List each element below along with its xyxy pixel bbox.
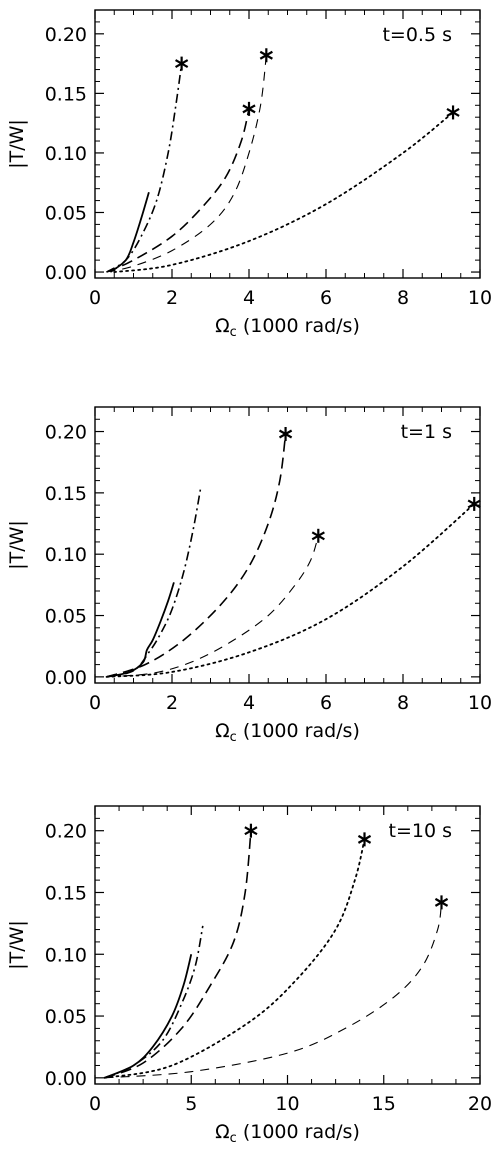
y-tick-label: 0.20: [45, 24, 87, 46]
asterisk-stroke: [446, 107, 460, 117]
x-tick-label: 0: [89, 692, 101, 714]
series-line-dashed-thin: [106, 55, 267, 273]
series-line-dashdot: [104, 925, 204, 1079]
x-tick-label: 0: [89, 1093, 101, 1115]
asterisk-stroke: [259, 50, 273, 60]
x-tick-label: 2: [166, 287, 178, 309]
chart-panel: 0 5 10 15 20 0.00 0.05 0.10 0.15 0.20 Ωc (1000 rad…: [6, 805, 492, 1146]
asterisk-end-marker: [278, 426, 293, 441]
asterisk-end-marker: [259, 48, 273, 63]
x-tick-label: 10: [468, 692, 492, 714]
y-tick-label: 0.15: [45, 83, 87, 105]
y-tick-label: 0.20: [45, 422, 87, 444]
y-tick-label: 0.15: [45, 483, 87, 505]
x-axis-title: Ωc (1000 rad/s): [215, 315, 360, 340]
asterisk-stroke: [278, 429, 293, 439]
y-tick-label: 0.05: [45, 202, 87, 224]
panel-time-label: t=1 s: [401, 421, 452, 443]
x-axis-title: Ωc (1000 rad/s): [215, 1121, 360, 1146]
asterisk-stroke: [311, 531, 325, 541]
asterisk-stroke: [175, 59, 189, 69]
y-axis-title: |T/W|: [6, 520, 28, 570]
x-tick-label: 0: [89, 287, 101, 309]
asterisk-end-marker: [311, 528, 325, 543]
y-tick-label: 0.15: [45, 882, 87, 904]
asterisk-stroke: [434, 897, 449, 907]
series-line-solid: [104, 954, 193, 1079]
asterisk-end-marker: [242, 101, 256, 116]
series-line-dashed: [106, 433, 287, 678]
x-tick-label: 15: [372, 1093, 396, 1115]
x-tick-label: 2: [166, 692, 178, 714]
x-tick-label: 8: [397, 692, 409, 714]
x-tick-label: 8: [397, 287, 409, 309]
asterisk-end-marker: [467, 496, 481, 511]
y-axis-title: |T/W|: [6, 119, 28, 169]
asterisk-stroke: [467, 499, 481, 509]
plot-frame: [94, 9, 481, 279]
y-tick-label: 0.10: [45, 544, 87, 566]
asterisk-stroke: [244, 826, 258, 836]
asterisk-end-marker: [434, 895, 449, 910]
y-tick-label: 0.20: [45, 821, 87, 843]
x-tick-label: 5: [185, 1093, 197, 1115]
x-axis-title: Ωc (1000 rad/s): [215, 720, 360, 745]
series-line-dotted: [105, 503, 476, 678]
y-tick-label: 0.00: [45, 1068, 87, 1090]
series-line-dashed-thin: [104, 902, 443, 1079]
series-line-dotted: [113, 111, 454, 273]
y-tick-label: 0.10: [45, 944, 87, 966]
series-line-dashed: [106, 108, 250, 273]
series-line-dashdot: [106, 486, 202, 678]
x-tick-label: 4: [243, 287, 255, 309]
plot-frame: [94, 805, 481, 1085]
asterisk-end-marker: [446, 105, 460, 120]
x-tick-label: 6: [320, 692, 332, 714]
x-tick-label: 6: [320, 287, 332, 309]
series-line-dotted: [103, 838, 366, 1079]
asterisk-stroke: [242, 104, 256, 114]
series-line-solid: [106, 582, 175, 678]
asterisk-end-marker: [357, 832, 372, 847]
panel-time-label: t=10 s: [389, 820, 453, 842]
y-tick-label: 0.10: [45, 143, 87, 165]
chart-panel: 0 2 4 6 8 10 0.00 0.05 0.10 0.15 0.20 Ωc (1000 rad/…: [6, 9, 492, 340]
panel-time-label: t=0.5 s: [382, 24, 452, 46]
x-tick-label: 10: [468, 287, 492, 309]
x-tick-label: 4: [243, 692, 255, 714]
series-line-dashed: [104, 830, 252, 1079]
y-tick-label: 0.00: [45, 262, 87, 284]
chart-panel: 0 2 4 6 8 10 0.00 0.05 0.10 0.15 0.20 Ωc (1000 rad/…: [6, 406, 492, 745]
series-line-dashdot: [106, 63, 183, 273]
y-tick-label: 0.05: [45, 606, 87, 628]
x-tick-label: 20: [468, 1093, 492, 1115]
asterisk-end-marker: [244, 823, 258, 838]
series-line-solid: [109, 191, 150, 273]
x-tick-label: 10: [275, 1093, 299, 1115]
series-line-dashed-thin: [106, 535, 319, 678]
asterisk-stroke: [357, 834, 372, 844]
asterisk-end-marker: [175, 56, 189, 71]
y-axis-title: |T/W|: [6, 920, 28, 970]
y-tick-label: 0.05: [45, 1006, 87, 1028]
y-tick-label: 0.00: [45, 667, 87, 689]
